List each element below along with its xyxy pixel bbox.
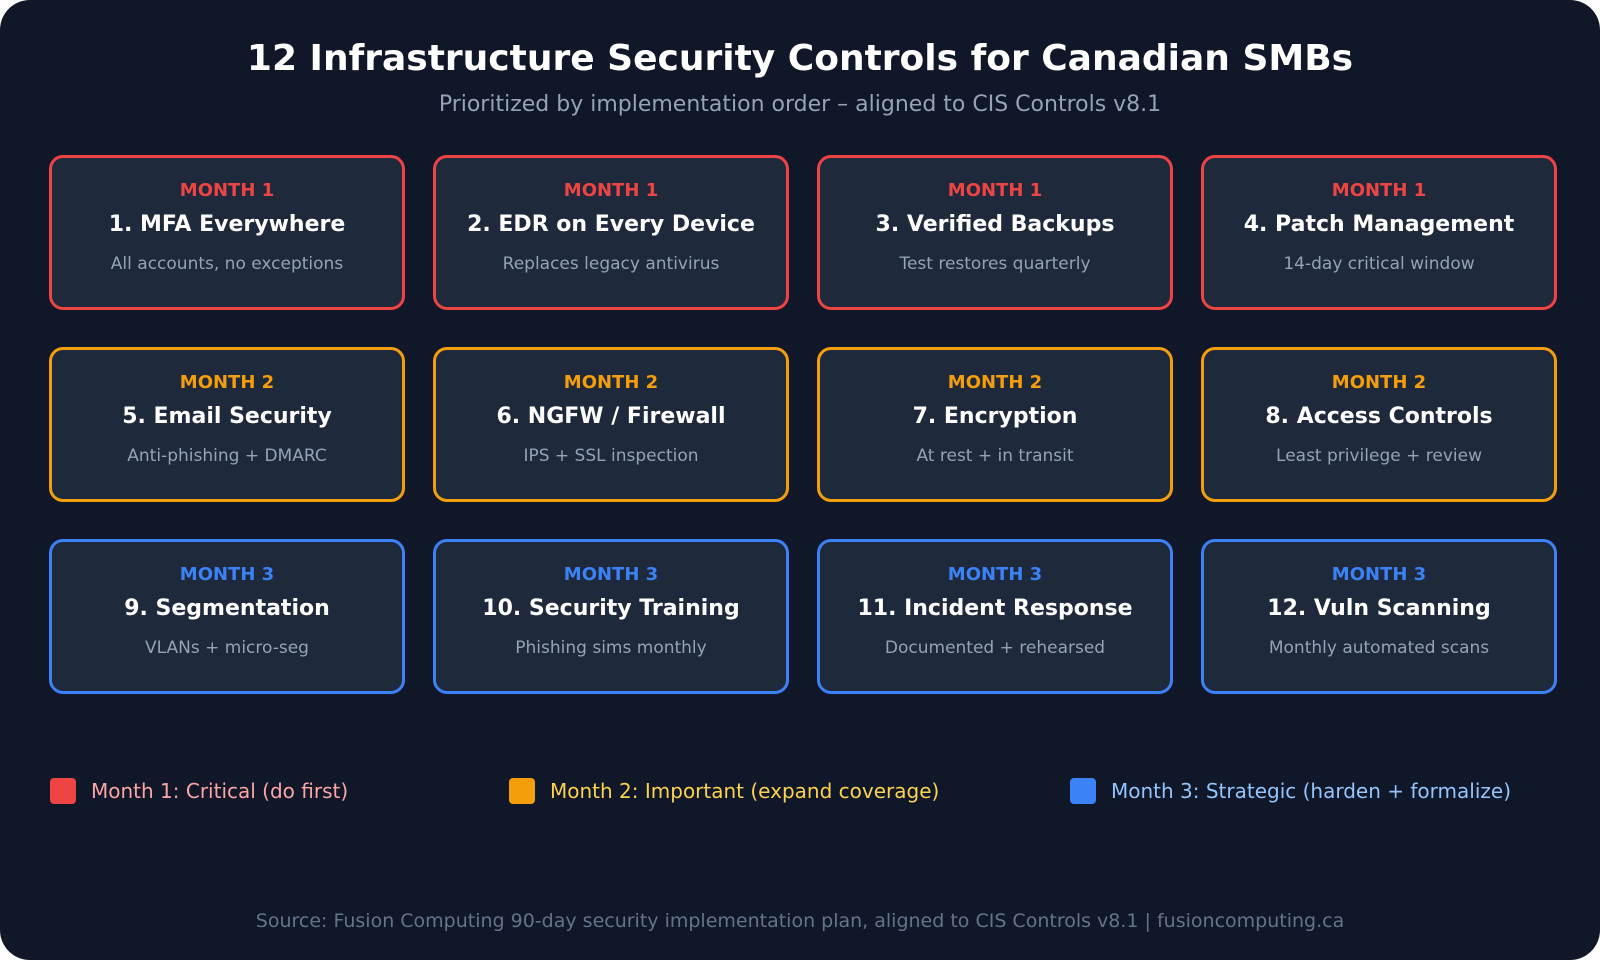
legend-swatch	[509, 778, 535, 804]
source: Source: Fusion Computing 90-day security…	[255, 910, 1345, 932]
card-title: 1. MFA Everywhere	[108, 212, 346, 237]
card-month: MONTH 3	[947, 564, 1043, 585]
card-title: 2. EDR on Every Device	[467, 212, 755, 237]
legend-label: Month 2: Important (expand coverage)	[550, 779, 940, 803]
card-description: VLANs + micro-seg	[145, 638, 309, 658]
card-month: MONTH 2	[947, 372, 1043, 393]
card-month: MONTH 1	[1331, 180, 1427, 201]
card-title: 8. Access Controls	[1265, 404, 1493, 429]
card-description: IPS + SSL inspection	[523, 446, 699, 466]
control-card: MONTH 3 11. Incident Response Documented +…	[817, 539, 1173, 694]
card-month: MONTH 1	[947, 180, 1043, 201]
card-description: Anti-phishing + DMARC	[127, 446, 327, 466]
control-card: MONTH 3 10. Security Training Phishing sim…	[433, 539, 789, 694]
card-title: 11. Incident Response	[857, 596, 1133, 621]
control-card: MONTH 1 4. Patch Management 14-day critica…	[1201, 155, 1557, 310]
control-card: MONTH 3 12. Vuln Scanning Monthly automate…	[1201, 539, 1557, 694]
card-month: MONTH 2	[563, 372, 659, 393]
card-title: 10. Security Training	[482, 596, 740, 621]
card-month: MONTH 2	[1331, 372, 1427, 393]
card-description: Monthly automated scans	[1268, 638, 1490, 658]
control-card: MONTH 3 9. Segmentation VLANs + micro-seg	[49, 539, 405, 694]
card-month: MONTH 2	[179, 372, 275, 393]
card-description: Documented + rehearsed	[884, 638, 1106, 658]
card-month: MONTH 1	[179, 180, 275, 201]
card-title: 3. Verified Backups	[875, 212, 1115, 237]
card-description: Least privilege + review	[1276, 446, 1482, 466]
card-title: 5. Email Security	[122, 404, 332, 429]
legend-label: Month 1: Critical (do first)	[91, 779, 349, 803]
control-card: MONTH 1 2. EDR on Every Device Replaces le…	[433, 155, 789, 310]
card-description: All accounts, no exceptions	[110, 254, 344, 274]
card-title: 6. NGFW / Firewall	[496, 404, 726, 429]
control-card: MONTH 2 7. Encryption At rest + in transit	[817, 347, 1173, 502]
legend-swatch	[50, 778, 76, 804]
control-card: MONTH 2 8. Access Controls Least privilege…	[1201, 347, 1557, 502]
control-card: MONTH 2 5. Email Security Anti-phishing + …	[49, 347, 405, 502]
control-card: MONTH 2 6. NGFW / Firewall IPS + SSL inspe…	[433, 347, 789, 502]
card-title: 12. Vuln Scanning	[1267, 596, 1491, 621]
control-card: MONTH 1 3. Verified Backups Test restores …	[817, 155, 1173, 310]
card-month: MONTH 1	[563, 180, 659, 201]
card-description: At rest + in transit	[916, 446, 1074, 466]
card-title: 9. Segmentation	[124, 596, 330, 621]
control-card: MONTH 1 1. MFA Everywhere All accounts, no…	[49, 155, 405, 310]
legend-swatch	[1070, 778, 1096, 804]
card-description: Phishing sims monthly	[515, 638, 707, 658]
card-description: Replaces legacy antivirus	[502, 254, 720, 274]
title: 12 Infrastructure Security Controls for …	[246, 38, 1354, 79]
subtitle: Prioritized by implementation order – al…	[438, 92, 1162, 117]
card-month: MONTH 3	[1331, 564, 1427, 585]
legend-label: Month 3: Strategic (harden + formalize)	[1111, 779, 1511, 803]
card-description: Test restores quarterly	[899, 254, 1091, 274]
card-month: MONTH 3	[179, 564, 275, 585]
card-title: 7. Encryption	[912, 404, 1078, 429]
card-month: MONTH 3	[563, 564, 659, 585]
card-description: 14-day critical window	[1283, 254, 1475, 274]
card-title: 4. Patch Management	[1243, 212, 1515, 237]
